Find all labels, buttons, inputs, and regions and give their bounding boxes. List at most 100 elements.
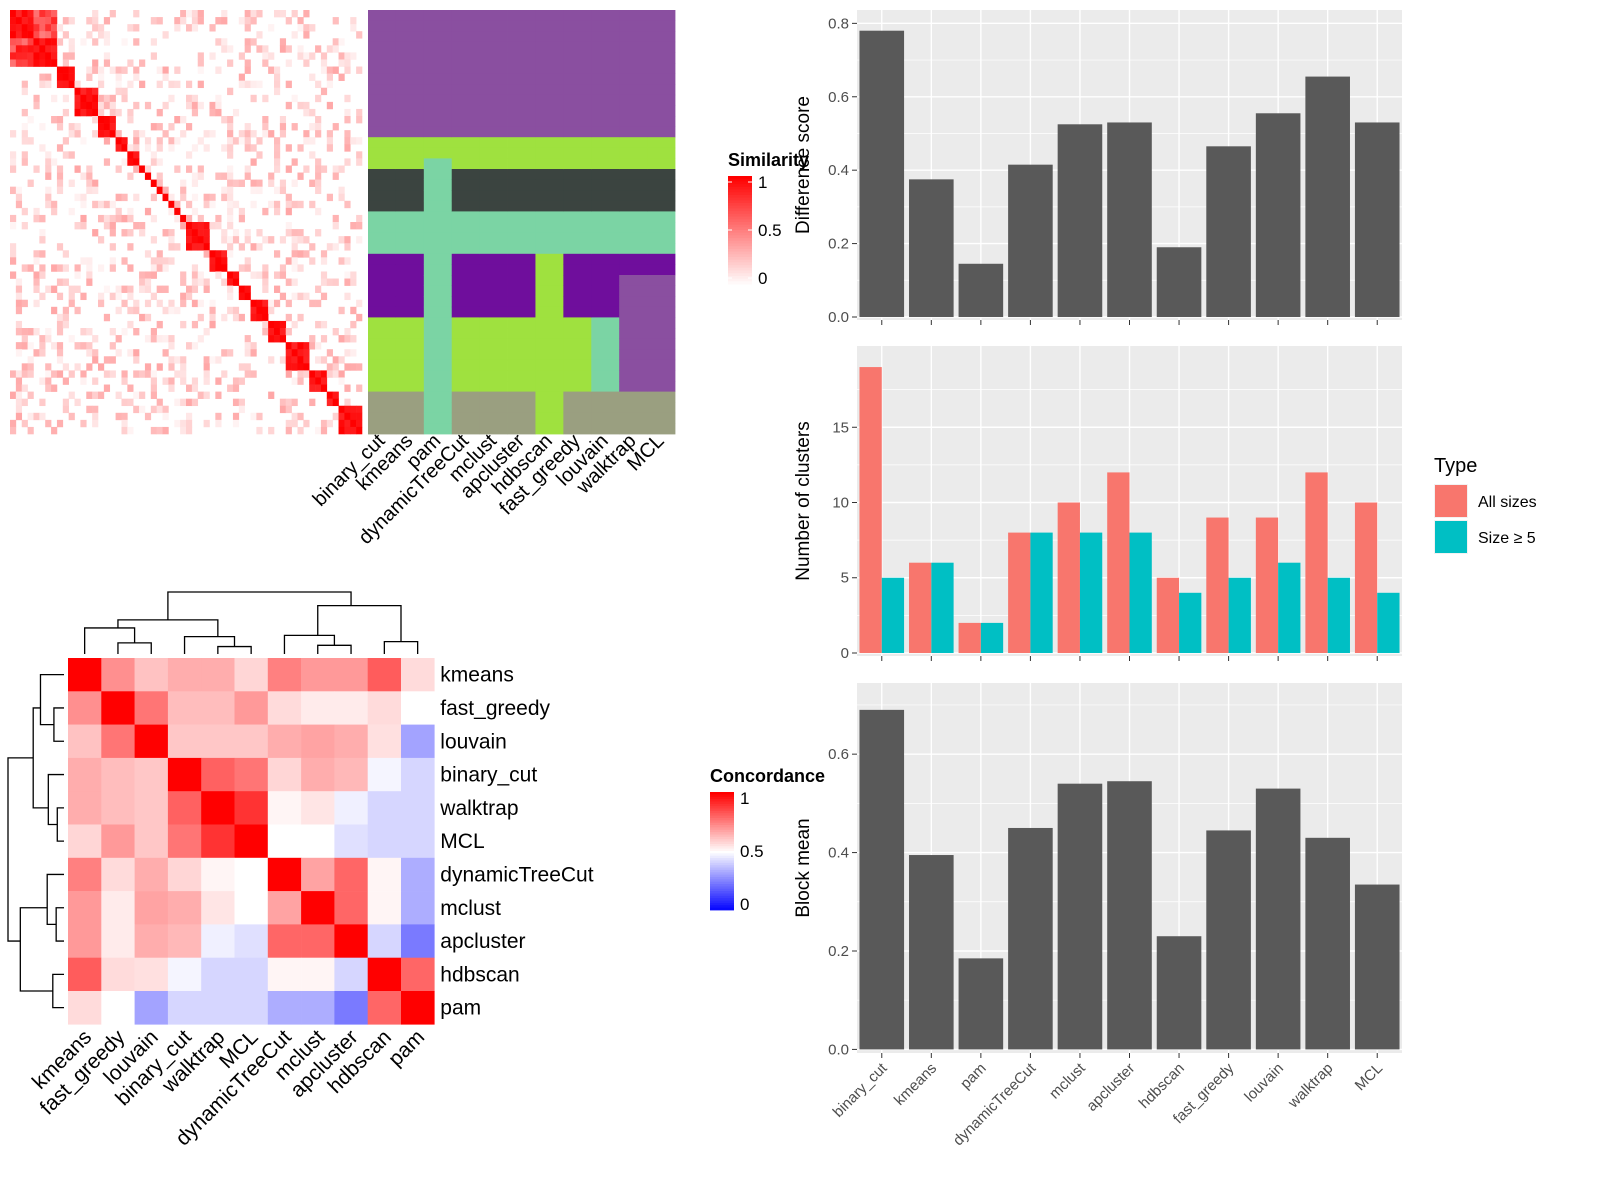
annotation-cell: [479, 243, 508, 255]
similarity-cell: [186, 80, 193, 89]
similarity-cell: [21, 222, 28, 230]
annotation-cell: [563, 285, 592, 297]
similarity-cell: [86, 349, 93, 357]
similarity-cell: [80, 94, 87, 103]
annotation-cell: [619, 275, 648, 286]
annotation-cell: [647, 20, 676, 32]
similarity-cell: [180, 419, 187, 428]
similarity-cell: [21, 24, 28, 32]
similarity-cell: [121, 377, 128, 385]
annotation-cell: [507, 232, 536, 244]
similarity-cell: [320, 52, 328, 60]
annotation-cell: [479, 211, 508, 223]
annotation-cell: [591, 423, 620, 435]
annotation-cell: [507, 243, 536, 255]
annotation-cell: [451, 126, 481, 138]
similarity-cell: [115, 108, 122, 117]
similarity-cell: [68, 66, 75, 74]
similarity-cell: [98, 391, 105, 399]
annotation-cell: [535, 10, 564, 21]
bar: [1354, 122, 1400, 317]
annotation-cell: [535, 328, 564, 339]
similarity-cell: [274, 328, 281, 336]
concordance-cell: [401, 658, 435, 692]
similarity-cell: [338, 52, 345, 60]
concordance-cell: [101, 724, 135, 759]
similarity-cell: [250, 200, 257, 209]
annotation-cell: [423, 349, 453, 361]
similarity-cell: [315, 356, 322, 364]
similarity-cell: [39, 229, 46, 237]
annotation-cell: [647, 391, 676, 403]
bar-all-sizes: [1057, 502, 1080, 653]
annotation-cell: [619, 94, 648, 106]
similarity-cell: [121, 137, 128, 145]
similarity-cell: [338, 257, 345, 265]
similarity-cell: [244, 59, 251, 67]
legend-gradient-step: [728, 205, 752, 209]
annotation-cell: [591, 116, 620, 127]
similarity-cell: [291, 229, 298, 237]
concordance-cell: [101, 691, 135, 725]
similarity-cell: [244, 45, 251, 53]
annotation-cell: [535, 179, 564, 191]
annotation-cell: [535, 105, 564, 117]
concordance-cell: [101, 757, 135, 792]
similarity-cell: [279, 130, 287, 138]
similarity-cell: [27, 363, 34, 371]
bar: [909, 855, 954, 1050]
similarity-cell: [21, 31, 28, 39]
similarity-cell: [274, 158, 281, 166]
y-axis-label: Block mean: [793, 818, 814, 917]
concordance-cell: [134, 691, 169, 725]
concordance-cell: [301, 724, 335, 759]
bar: [859, 709, 905, 1050]
legend-gradient-step: [710, 893, 734, 897]
similarity-cell: [309, 52, 316, 60]
left-dendrogram-branch: [53, 707, 64, 742]
concordance-cell: [267, 757, 302, 792]
similarity-cell: [244, 165, 251, 173]
concordance-cell: [267, 924, 302, 958]
annotation-cell: [591, 169, 620, 180]
annotation-cell: [619, 232, 648, 244]
annotation-cell: [423, 306, 453, 318]
similarity-cell: [156, 144, 163, 152]
similarity-cell: [320, 356, 328, 364]
similarity-cell: [180, 193, 187, 202]
similarity-cell: [74, 94, 81, 103]
similarity-cell: [238, 243, 245, 251]
similarity-cell: [133, 144, 140, 152]
annotation-cell: [423, 190, 453, 202]
annotation-cell: [423, 84, 453, 96]
annotation-cell: [591, 105, 620, 117]
bar: [1008, 164, 1053, 317]
annotation-cell: [368, 359, 397, 371]
similarity-cell: [15, 45, 23, 53]
similarity-cell: [256, 10, 263, 18]
similarity-cell: [344, 108, 351, 117]
annotation-cell: [479, 147, 508, 159]
annotation-cell: [423, 381, 453, 392]
annotation-cell: [479, 158, 508, 170]
annotation-cell: [395, 381, 425, 392]
similarity-cell: [227, 87, 234, 96]
similarity-cell: [186, 94, 193, 103]
similarity-cell: [109, 108, 116, 117]
similarity-cell: [221, 38, 228, 46]
similarity-cell: [33, 165, 40, 173]
similarity-cell: [297, 17, 304, 25]
annotation-cell: [423, 264, 453, 276]
similarity-cell: [191, 398, 199, 407]
annotation-cell: [395, 317, 425, 329]
similarity-cell: [92, 179, 99, 187]
legend-gradient-step: [728, 232, 752, 236]
similarity-cell: [15, 38, 23, 46]
concordance-cell: [234, 658, 269, 692]
annotation-cell: [535, 52, 564, 64]
annotation-cell: [395, 285, 425, 297]
annotation-cell: [479, 190, 508, 202]
similarity-cell: [103, 384, 111, 392]
similarity-cell: [133, 151, 140, 159]
similarity-cell: [285, 328, 292, 336]
